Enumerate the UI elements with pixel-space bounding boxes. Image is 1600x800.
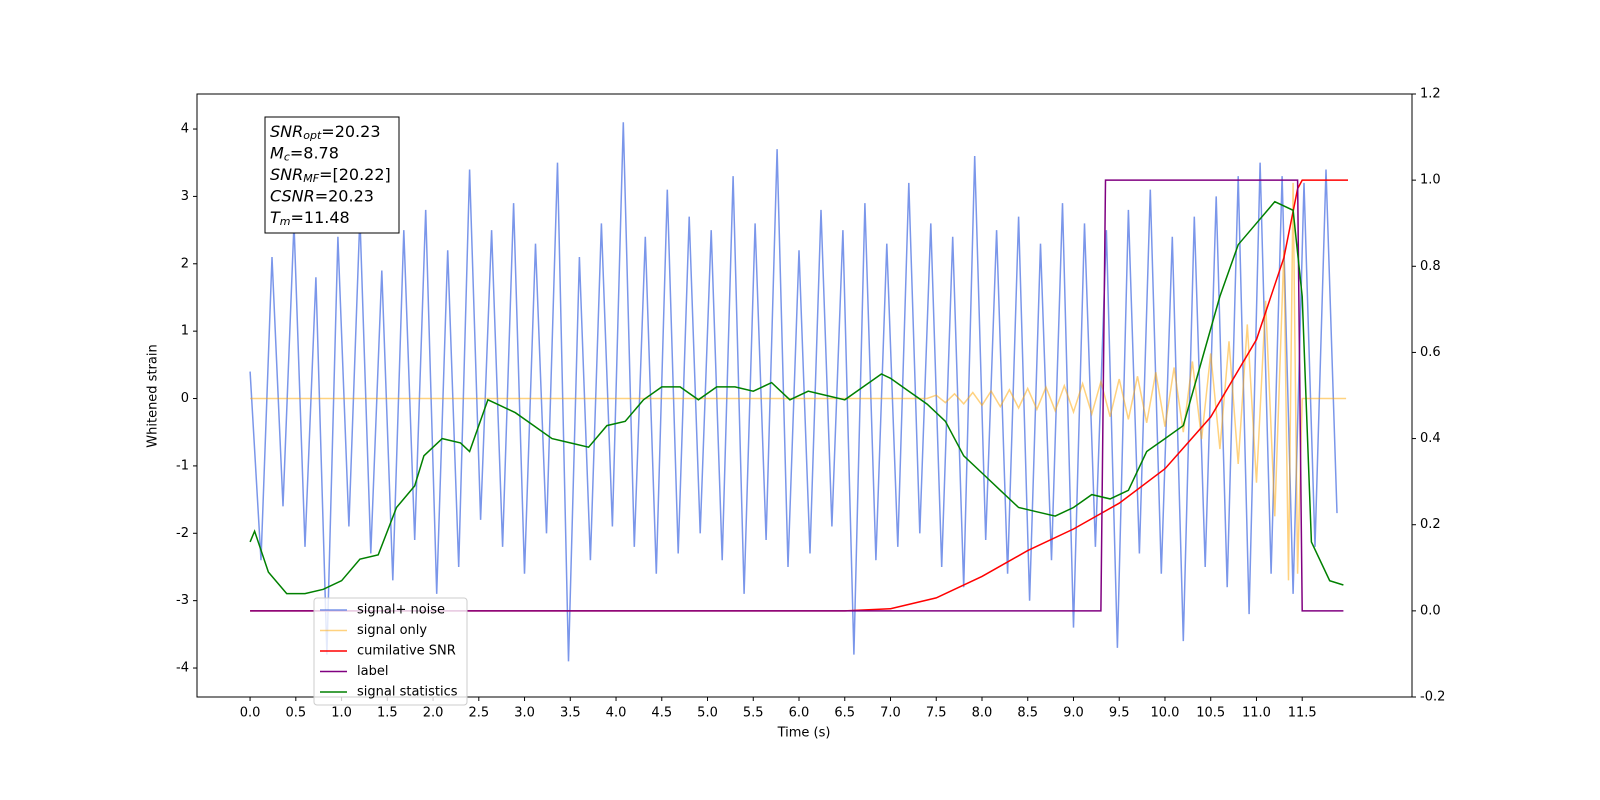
- annotation-box: [264, 116, 400, 234]
- series-line: [249, 122, 1338, 662]
- x-tick-label: 11.0: [1242, 706, 1271, 721]
- legend: signal+ noise signal only cumilative SNR la…: [313, 597, 468, 706]
- annotation-line: Mc=8.78: [270, 143, 339, 164]
- annotation-name: SNR: [270, 165, 303, 184]
- x-tick-label: 1.0: [331, 706, 352, 721]
- legend-label: signal statistics: [357, 685, 458, 700]
- y-tick-label: -3: [176, 593, 189, 608]
- annotation-value: =11.48: [291, 208, 350, 227]
- x-tick-label: 4.5: [651, 706, 672, 721]
- y2-tick-label: 0.0: [1420, 603, 1441, 618]
- y2-tick-label: 0.6: [1420, 345, 1441, 360]
- plot-frame: [196, 93, 1413, 698]
- legend-label: signal only: [357, 623, 427, 638]
- y-tick-label: 0: [181, 391, 189, 406]
- y2-tick-label: -0.2: [1420, 690, 1445, 705]
- y2-tick-label: 1.2: [1420, 87, 1441, 102]
- annotation-sub: opt: [303, 129, 322, 142]
- annotation-value: =20.23: [315, 186, 374, 205]
- y-tick-label: 1: [181, 324, 189, 339]
- annotation-line: SNRopt=20.23: [270, 122, 381, 143]
- x-tick-label: 10.0: [1150, 706, 1179, 721]
- x-tick-label: 2.0: [423, 706, 444, 721]
- x-tick-label: 11.5: [1288, 706, 1317, 721]
- x-tick-label: 0.5: [285, 706, 306, 721]
- y-tick-label: 3: [181, 189, 189, 204]
- x-tick-label: 4.0: [606, 706, 627, 721]
- y2-tick-label: 0.4: [1420, 431, 1441, 446]
- x-tick-label: 6.5: [834, 706, 855, 721]
- series-line: [250, 179, 1344, 612]
- x-tick-label: 9.5: [1109, 706, 1130, 721]
- x-tick-label: 5.0: [697, 706, 718, 721]
- annotation-line: Tm=11.48: [270, 208, 350, 229]
- legend-label: signal+ noise: [357, 603, 445, 618]
- annotation-sub: MF: [303, 172, 319, 185]
- x-tick-label: 1.5: [377, 706, 398, 721]
- y-tick-label: 4: [181, 122, 189, 137]
- annotation-value: =20.23: [321, 122, 380, 141]
- series-line: [249, 200, 1344, 595]
- annotation: SNRopt=20.23Mc=8.78SNRMF=[20.22]CSNR=20.…: [264, 116, 400, 234]
- annotation-name: M: [270, 143, 284, 162]
- x-tick-label: 5.5: [743, 706, 764, 721]
- y2-tick-label: 0.8: [1420, 259, 1441, 274]
- x-tick-label: 3.0: [514, 706, 535, 721]
- annotation-sub: c: [284, 151, 290, 164]
- x-tick-label: 2.5: [468, 706, 489, 721]
- y-tick-label: -1: [176, 458, 189, 473]
- y-tick-label: -4: [176, 661, 189, 676]
- y2-tick-label: 1.0: [1420, 173, 1441, 188]
- annotation-name: SNR: [270, 122, 303, 141]
- annotation-value: =8.78: [290, 143, 339, 162]
- annotation-value: =[20.22]: [319, 165, 391, 184]
- x-tick-label: 7.0: [880, 706, 901, 721]
- legend-label: label: [357, 664, 388, 679]
- annotation-name: CSNR: [270, 186, 315, 205]
- y-tick-label: 2: [181, 256, 189, 271]
- x-tick-label: 0.0: [240, 706, 261, 721]
- x-tick-label: 8.0: [972, 706, 993, 721]
- annotation-line: SNRMF=[20.22]: [270, 165, 391, 186]
- annotation-sub: m: [280, 215, 291, 228]
- legend-label: cumilative SNR: [357, 644, 456, 659]
- x-axis-label: Time (s): [777, 726, 831, 741]
- x-tick-label: 8.5: [1017, 706, 1038, 721]
- y-axis-label: Whitened strain: [146, 344, 161, 447]
- x-tick-label: 6.0: [789, 706, 810, 721]
- annotation-line: CSNR=20.23: [270, 186, 374, 205]
- legend-box: [313, 597, 468, 706]
- y2-tick-label: 0.2: [1420, 517, 1441, 532]
- series-line: [250, 182, 1347, 581]
- x-tick-label: 7.5: [926, 706, 947, 721]
- annotation-name: T: [270, 208, 281, 227]
- y-tick-label: -2: [176, 526, 189, 541]
- x-tick-label: 9.0: [1063, 706, 1084, 721]
- x-tick-label: 3.5: [560, 706, 581, 721]
- x-tick-label: 10.5: [1196, 706, 1225, 721]
